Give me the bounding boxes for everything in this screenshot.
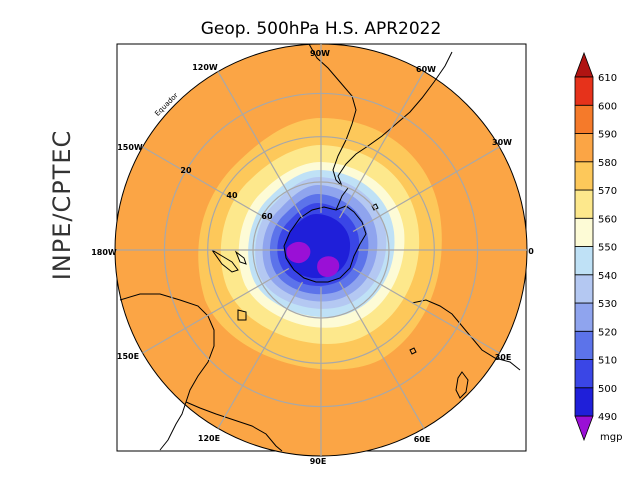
coast-new-zealand-north bbox=[234, 250, 247, 265]
colorbar-tick-label: 550 bbox=[598, 243, 617, 254]
coast-south-georgia bbox=[371, 203, 379, 211]
coastlines bbox=[119, 43, 521, 452]
coast-new-zealand bbox=[211, 249, 239, 273]
colorbar-tick-label: 560 bbox=[598, 214, 617, 225]
meridian-line bbox=[217, 71, 303, 219]
colorbar-tick-label: 500 bbox=[598, 384, 617, 395]
meridian-line bbox=[339, 281, 425, 429]
colorbar-swatch bbox=[574, 246, 594, 276]
meridian-line bbox=[142, 146, 290, 232]
meridian-line bbox=[217, 281, 303, 429]
colorbar: 490 500 510 520 530 540 550 560 570 580 590 600 610 bbox=[574, 51, 617, 442]
colorbar-swatch bbox=[574, 133, 594, 163]
meridian-line bbox=[352, 146, 500, 232]
lon-label-120w: 120W bbox=[192, 63, 218, 72]
coast-kerguelen bbox=[409, 347, 417, 355]
colorbar-tick-label: 530 bbox=[598, 299, 617, 310]
lat-label-40: 40 bbox=[226, 191, 238, 200]
coast-tasmania bbox=[237, 309, 247, 321]
lon-label-30w: 30W bbox=[492, 138, 512, 147]
colorbar-swatch bbox=[574, 161, 594, 191]
colorbar-swatch bbox=[574, 274, 594, 304]
colorbar-tick-label: 520 bbox=[598, 327, 617, 338]
colorbar-unit: mgp bbox=[600, 432, 622, 443]
lon-label-150w: 150W bbox=[117, 143, 143, 152]
colorbar-swatch bbox=[574, 104, 594, 134]
colorbar-swatch bbox=[574, 189, 594, 219]
colorbar-tick-label: 490 bbox=[598, 412, 617, 423]
longitude-labels: 90W 60W 30W 0 30E 60E 90E 120E 150E 180W… bbox=[91, 49, 534, 466]
map-title: Geop. 500hPa H.S. APR2022 bbox=[201, 19, 442, 39]
colorbar-triangle-low bbox=[574, 415, 594, 442]
coast-africa bbox=[411, 299, 521, 371]
lon-label-150e: 150E bbox=[117, 352, 139, 361]
colorbar-swatch bbox=[574, 330, 594, 360]
lon-label-60e: 60E bbox=[414, 435, 431, 444]
lon-label-90e: 90E bbox=[310, 457, 327, 466]
coast-south-america bbox=[308, 43, 453, 187]
contour-band-below-490-west bbox=[286, 241, 311, 264]
colorbar-swatch bbox=[574, 359, 594, 389]
colorbar-tick-label: 610 bbox=[598, 73, 617, 84]
graticule bbox=[115, 44, 527, 456]
contour-field bbox=[115, 44, 527, 456]
colorbar-tick-label: 580 bbox=[598, 158, 617, 169]
coast-antarctica bbox=[283, 205, 367, 283]
contour-band-below-490-east bbox=[317, 256, 340, 277]
colorbar-swatch bbox=[574, 302, 594, 332]
meridian-line bbox=[142, 268, 290, 354]
colorbar-tick-label: 510 bbox=[598, 356, 617, 367]
meridian-line bbox=[339, 71, 425, 219]
colorbar-tick-label: 570 bbox=[598, 186, 617, 197]
lon-label-90w: 90W bbox=[310, 49, 330, 58]
colorbar-tick-label: 600 bbox=[598, 101, 617, 112]
lon-label-30e: 30E bbox=[495, 353, 512, 362]
meridian-line bbox=[352, 268, 500, 354]
colorbar-tick-label: 590 bbox=[598, 130, 617, 141]
latitude-labels: 20 40 60 bbox=[180, 166, 273, 221]
colorbar-tick-label: 540 bbox=[598, 271, 617, 282]
colorbar-triangle-high bbox=[574, 51, 594, 78]
lat-label-20: 20 bbox=[180, 166, 192, 175]
side-label: INPE/CPTEC bbox=[48, 130, 76, 281]
coast-australia bbox=[119, 293, 215, 451]
coast-madagascar bbox=[455, 371, 469, 399]
lon-label-180w: 180W bbox=[91, 248, 117, 257]
coast-australia-west bbox=[185, 401, 283, 452]
lon-label-120e: 120E bbox=[198, 434, 220, 443]
coast-antarctic-peninsula bbox=[335, 187, 349, 211]
colorbar-swatch bbox=[574, 76, 594, 106]
colorbar-swatch bbox=[574, 217, 594, 247]
colorbar-swatch bbox=[574, 387, 594, 417]
lon-label-0: 0 bbox=[528, 247, 534, 256]
lon-label-60w: 60W bbox=[416, 65, 436, 74]
lat-label-60: 60 bbox=[261, 212, 273, 221]
